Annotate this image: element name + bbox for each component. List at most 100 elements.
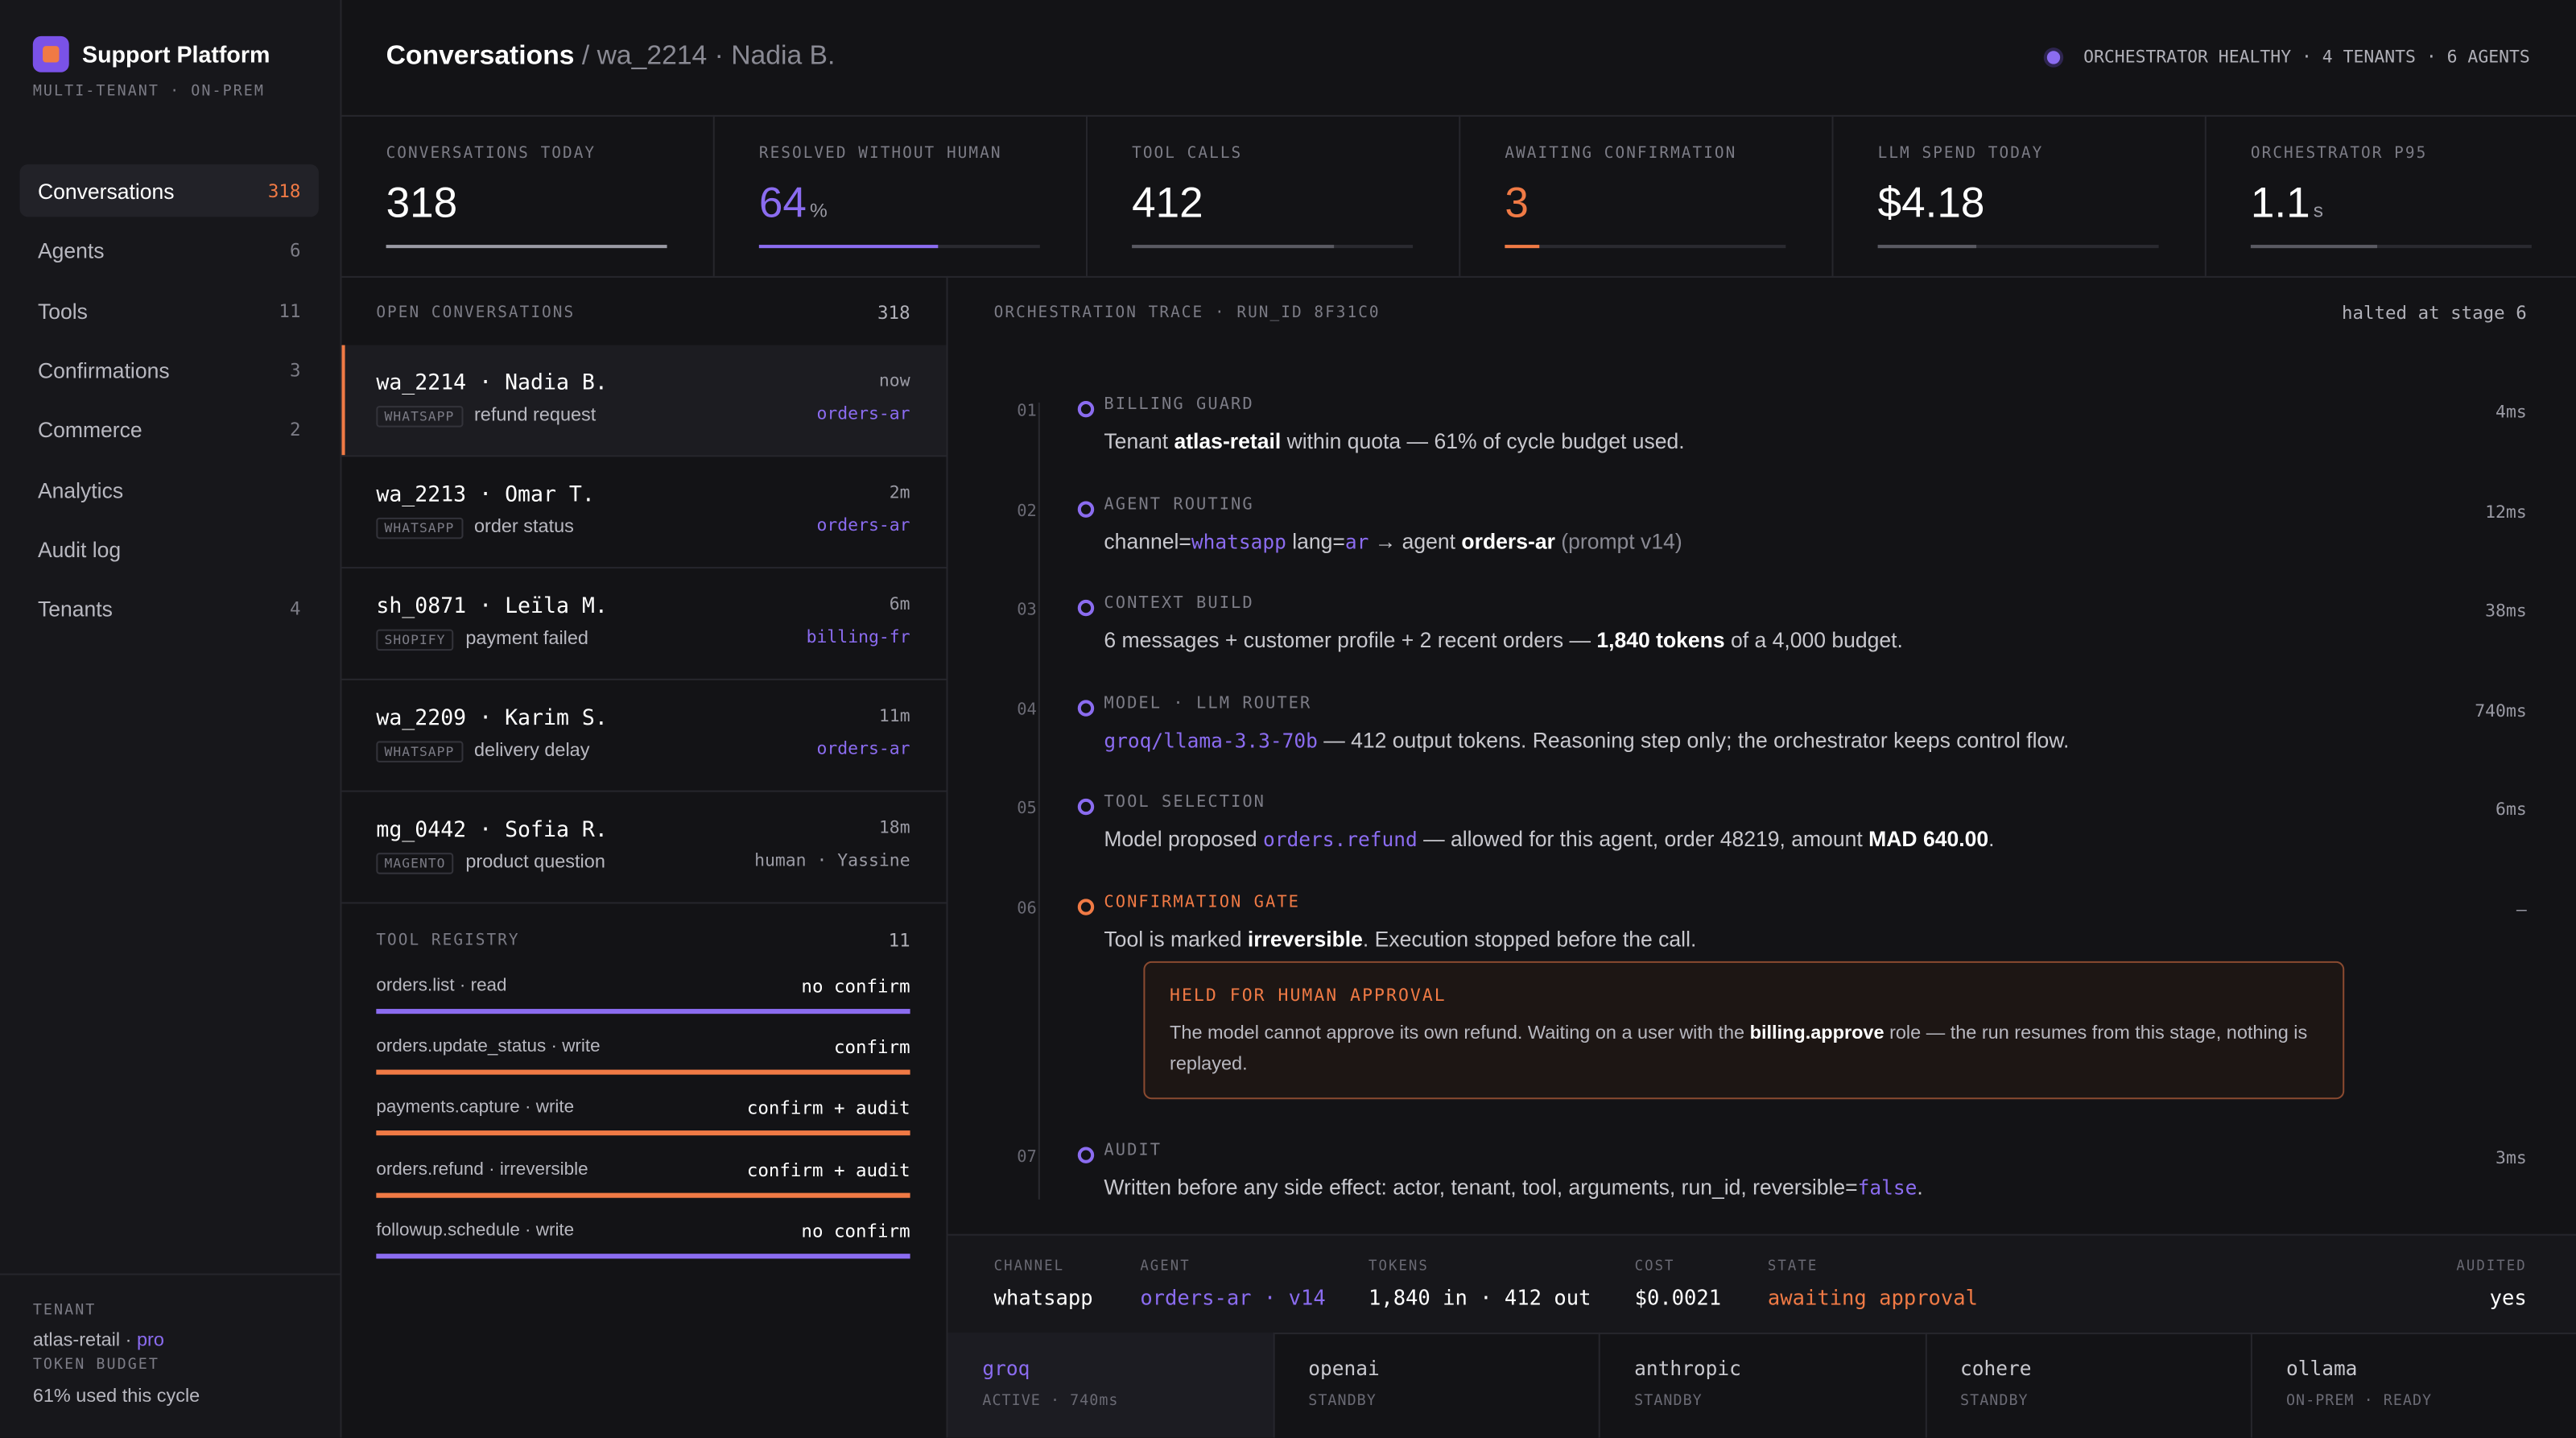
summary-label: TOKENS xyxy=(1368,1258,1429,1275)
summary-label: STATE xyxy=(1767,1258,1818,1275)
trace-step: 01 BILLING GUARD 4ms Tenant atlas-retail wi… xyxy=(994,395,2526,494)
provider-status: STANDBY xyxy=(1308,1393,1377,1411)
nav-item[interactable]: Tools 11 xyxy=(19,283,318,336)
text-part: atlas-retail xyxy=(1174,428,1282,454)
kpi-bar xyxy=(1132,245,1335,249)
kpi-track xyxy=(758,245,1040,249)
summary-label: AGENT xyxy=(1140,1258,1191,1275)
kpi-value: 3 xyxy=(1505,177,1529,228)
provider-status: STANDBY xyxy=(1634,1393,1703,1411)
callout-title: HELD FOR HUMAN APPROVAL xyxy=(1170,985,1447,1005)
nav-label: Conversations xyxy=(37,179,175,205)
logo xyxy=(32,35,69,72)
registry-count: 11 xyxy=(888,930,910,952)
conversation-title: wa_2209 · Karim S. xyxy=(376,706,608,732)
conversation[interactable]: wa_2209 · Karim S. 11m WHATSAPP delivery de… xyxy=(341,680,947,792)
trace-step: 04 MODEL · LLM ROUTER 740ms groq/llama-3.3-… xyxy=(994,692,2526,791)
kpi-value: 64% xyxy=(759,177,828,228)
text-part: (prompt v14) xyxy=(1554,528,1682,553)
summary-value: orders-ar · v14 xyxy=(1140,1284,1326,1310)
trace-step: 06 CONFIRMATION GATE — Tool is marked irrev… xyxy=(994,891,2527,1139)
provider[interactable]: cohere STANDBY xyxy=(1926,1333,2253,1438)
nav-item[interactable]: Conversations 318 xyxy=(19,164,319,217)
kpi-label: TOOL CALLS xyxy=(1132,144,1243,163)
provider[interactable]: openai STANDBY xyxy=(1274,1333,1601,1438)
conversation-title: wa_2213 · Omar T. xyxy=(376,482,595,508)
step-number: 06 xyxy=(1017,899,1037,918)
conversation-title: wa_2214 · Nadia B. xyxy=(376,371,608,396)
trace-step: 05 TOOL SELECTION 6ms Model proposed orders… xyxy=(994,792,2526,891)
text-part: channel= xyxy=(1104,528,1191,553)
nav-item[interactable]: Tenants 4 xyxy=(19,582,318,634)
kpi-track xyxy=(386,245,667,249)
step-number: 03 xyxy=(1017,601,1037,620)
step-title: AGENT ROUTING xyxy=(1104,495,1254,514)
provider[interactable]: anthropic STANDBY xyxy=(1600,1333,1927,1438)
conversation-time: 18m xyxy=(878,818,910,838)
trace-step: 07 AUDIT 3ms Written before any side effect… xyxy=(994,1139,2526,1238)
summary-label: CHANNEL xyxy=(993,1258,1065,1275)
provider-name: openai xyxy=(1308,1357,1380,1381)
brand-subtitle: MULTI-TENANT · ON-PREM xyxy=(32,84,266,101)
conversation[interactable]: wa_2213 · Omar T. 2m WHATSAPP order status o… xyxy=(341,457,947,569)
nav-item[interactable]: Agents 6 xyxy=(19,224,318,276)
step-dot xyxy=(1077,798,1095,816)
nav-item[interactable]: Analytics xyxy=(19,462,318,514)
tool-name: orders.update_status · write xyxy=(376,1037,601,1057)
text-part: . xyxy=(1988,826,1995,852)
step-number: 05 xyxy=(1017,800,1037,819)
tool-bar xyxy=(376,1069,910,1076)
text-part: pro xyxy=(136,1331,164,1351)
text-part: of a 4,000 budget. xyxy=(1724,627,1903,653)
kpi-bar xyxy=(758,245,939,249)
provider[interactable]: ollama ON-PREM · READY xyxy=(2252,1333,2576,1438)
kpi-bar xyxy=(386,245,667,249)
channel-badge: SHOPIFY xyxy=(376,629,454,651)
kpi-track xyxy=(2250,245,2532,249)
provider[interactable]: groq ACTIVE · 740ms xyxy=(947,1333,1275,1438)
text-part: . Execution stopped before the call. xyxy=(1362,925,1697,951)
kpi-bar xyxy=(1505,245,1539,249)
step-number: 02 xyxy=(1017,502,1037,520)
channel-badge: WHATSAPP xyxy=(376,741,463,762)
divider xyxy=(341,275,2576,278)
step-number: 07 xyxy=(1017,1147,1037,1166)
trace-heading: ORCHESTRATION TRACE · RUN_ID 8F31C0 xyxy=(993,304,1381,322)
step-duration: 38ms xyxy=(2485,601,2527,622)
kpi-label: CONVERSATIONS TODAY xyxy=(386,144,597,163)
tool-bar xyxy=(376,1009,910,1014)
conversation[interactable]: sh_0871 · Leïla M. 6m SHOPIFY payment faile… xyxy=(341,568,947,680)
kpi-unit: % xyxy=(809,198,828,222)
text-part: MAD 640.00 xyxy=(1868,826,1989,852)
conversation[interactable]: wa_2214 · Nadia B. now WHATSAPP refund requ… xyxy=(341,345,947,457)
text-part: 1,840 tokens xyxy=(1596,627,1725,653)
nav-item[interactable]: Confirmations 3 xyxy=(19,343,318,395)
conversation-topic: delivery delay xyxy=(473,741,590,761)
text-part: billing.approve xyxy=(1749,1023,1885,1043)
kpi-bar xyxy=(1877,245,1976,249)
callout-text: The model cannot approve its own refund.… xyxy=(1170,1018,2318,1081)
kpi-unit: s xyxy=(2313,198,2324,222)
open-heading: OPEN CONVERSATIONS xyxy=(376,304,576,322)
provider-name: groq xyxy=(982,1357,1030,1381)
text-part: irreversible xyxy=(1247,925,1363,951)
text-part: → agent xyxy=(1368,528,1462,553)
conversation[interactable]: mg_0442 · Sofia R. 18m MAGENTO product ques… xyxy=(341,792,947,904)
tenant-name: atlas-retail · pro xyxy=(33,1331,164,1350)
nav-item[interactable]: Commerce 2 xyxy=(19,403,318,455)
title: Conversations xyxy=(386,41,575,71)
trace-status: halted at stage 6 xyxy=(2341,302,2527,324)
nav-item[interactable]: Audit log xyxy=(19,523,318,575)
text-part: Model proposed xyxy=(1104,826,1264,852)
conversation-agent: orders-ar xyxy=(816,739,910,759)
kpi-number: 3 xyxy=(1505,177,1529,227)
step-description: Model proposed orders.refund — allowed f… xyxy=(1104,827,1994,852)
summary-value: yes xyxy=(2489,1284,2527,1310)
kpi-label: LLM SPEND TODAY xyxy=(1877,144,2044,163)
conversation-topic: product question xyxy=(465,853,605,873)
trace: 01 BILLING GUARD 4ms Tenant atlas-retail wi… xyxy=(994,395,2527,1239)
step-title: AUDIT xyxy=(1104,1141,1162,1159)
channel-badge: MAGENTO xyxy=(376,853,454,874)
budget-heading: TOKEN BUDGET xyxy=(32,1357,160,1374)
